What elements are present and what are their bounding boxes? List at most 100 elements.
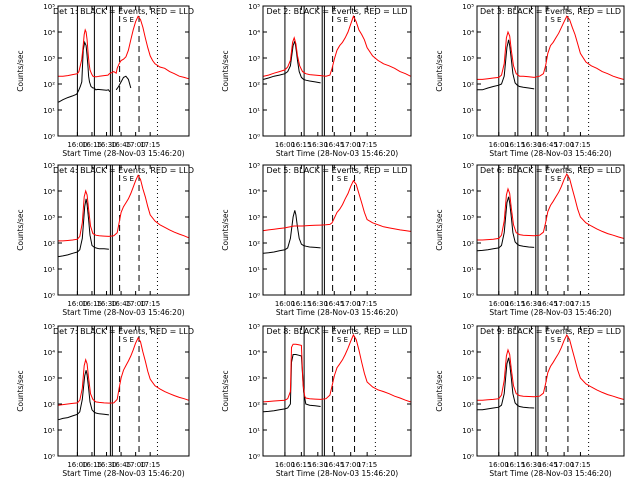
x-axis-label: Start Time (28-Nov-03 15:46:20) xyxy=(489,308,611,317)
markers-label: S E xyxy=(550,175,561,183)
panel-title: Det 3: BLACK = Events, RED = LLD xyxy=(480,7,621,16)
y-tick-label: 10² xyxy=(462,401,474,409)
y-tick-label: 10⁵ xyxy=(248,3,260,11)
x-tick-label: 16:00 xyxy=(67,141,87,149)
series-events-det-4 xyxy=(58,198,109,258)
x-tick-label: 17:00 xyxy=(341,141,361,149)
x-tick-label: 17:00 xyxy=(554,461,574,469)
y-tick-label: 10¹ xyxy=(248,107,260,115)
y-axis-label: Counts/sec xyxy=(16,50,25,91)
y-tick-label: 10² xyxy=(43,401,55,409)
y-tick-label: 10⁵ xyxy=(43,162,55,170)
plot-frame xyxy=(476,325,625,457)
y-tick-label: 10¹ xyxy=(248,427,260,435)
y-tick-label: 10⁴ xyxy=(462,349,474,357)
x-tick-label: 17:15 xyxy=(570,300,590,308)
x-tick-label: 16:45 xyxy=(111,461,131,469)
x-tick-label: 16:30 xyxy=(521,461,541,469)
x-tick-label: 16:30 xyxy=(308,300,328,308)
y-axis-label: Counts/sec xyxy=(16,209,25,250)
y-tick-label: 10⁰ xyxy=(248,453,260,461)
markers-label: S E xyxy=(123,16,134,24)
x-tick-label: 16:00 xyxy=(67,300,87,308)
y-tick-label: 10³ xyxy=(462,214,474,222)
x-tick-label: 16:30 xyxy=(96,141,116,149)
series-lld-det-9 xyxy=(477,333,624,401)
series-events-det-3 xyxy=(477,39,535,91)
x-axis-label: Start Time (28-Nov-03 15:46:20) xyxy=(489,469,611,478)
y-tick-label: 10⁵ xyxy=(43,323,55,331)
panel-title: Det 2: BLACK = Events, RED = LLD xyxy=(267,7,408,16)
plot-frame xyxy=(57,5,190,137)
x-axis-label: Start Time (28-Nov-03 15:46:20) xyxy=(62,149,184,158)
markers-label: S E xyxy=(337,175,348,183)
markers-label: S E xyxy=(550,336,561,344)
x-tick-label: 16:00 xyxy=(489,141,509,149)
x-tick-label: 17:00 xyxy=(554,300,574,308)
series-lld-det-3 xyxy=(477,15,624,80)
x-tick-label: 16:15 xyxy=(291,141,311,149)
series-lld-det-1 xyxy=(58,15,189,80)
x-tick-label: 16:45 xyxy=(538,461,558,469)
series-events-det-6 xyxy=(477,196,535,252)
y-tick-label: 10⁰ xyxy=(248,133,260,141)
series-lld-det-5 xyxy=(263,179,411,232)
y-tick-label: 10⁴ xyxy=(43,188,55,196)
y-tick-label: 10⁴ xyxy=(43,29,55,37)
x-tick-label: 17:00 xyxy=(126,300,146,308)
plot-frame xyxy=(262,5,412,137)
y-tick-label: 10¹ xyxy=(462,427,474,435)
y-tick-label: 10¹ xyxy=(43,266,55,274)
x-axis-label: Start Time (28-Nov-03 15:46:20) xyxy=(62,469,184,478)
y-tick-label: 10³ xyxy=(248,214,260,222)
y-axis-label: Counts/sec xyxy=(221,50,230,91)
y-tick-label: 10¹ xyxy=(43,427,55,435)
x-tick-label: 16:30 xyxy=(96,300,116,308)
x-tick-label: 16:15 xyxy=(505,300,525,308)
x-tick-label: 16:15 xyxy=(82,461,102,469)
y-tick-label: 10⁵ xyxy=(462,3,474,11)
y-tick-label: 10⁰ xyxy=(462,133,474,141)
x-tick-label: 16:45 xyxy=(111,141,131,149)
markers-label: S E xyxy=(337,336,348,344)
y-tick-label: 10³ xyxy=(462,375,474,383)
plot-frame xyxy=(476,5,625,137)
y-tick-label: 10⁵ xyxy=(462,162,474,170)
series-events-det-8 xyxy=(263,354,321,413)
y-axis-label: Counts/sec xyxy=(435,209,444,250)
y-tick-label: 10³ xyxy=(43,375,55,383)
x-tick-label: 16:30 xyxy=(308,461,328,469)
y-tick-label: 10² xyxy=(462,240,474,248)
x-tick-label: 17:15 xyxy=(357,141,377,149)
y-tick-label: 10³ xyxy=(43,55,55,63)
x-tick-label: 16:45 xyxy=(324,461,344,469)
x-tick-label: 16:30 xyxy=(521,141,541,149)
y-tick-label: 10² xyxy=(43,240,55,248)
x-tick-label: 17:00 xyxy=(126,141,146,149)
x-tick-label: 16:15 xyxy=(291,461,311,469)
plot-frame xyxy=(57,325,190,457)
y-tick-label: 10⁴ xyxy=(462,29,474,37)
y-tick-label: 10⁵ xyxy=(43,3,55,11)
series-events-post--det-1 xyxy=(115,75,132,91)
y-axis-label: Counts/sec xyxy=(435,370,444,411)
panel-title: Det 1: BLACK = Events, RED = LLD xyxy=(53,7,194,16)
x-tick-label: 17:15 xyxy=(357,461,377,469)
y-tick-label: 10² xyxy=(248,240,260,248)
plot-frame xyxy=(476,164,625,296)
x-tick-label: 16:00 xyxy=(489,461,509,469)
x-tick-label: 16:45 xyxy=(538,141,558,149)
y-tick-label: 10⁴ xyxy=(248,188,260,196)
x-tick-label: 16:15 xyxy=(505,461,525,469)
panel-title: Det 7: BLACK = Events, RED = LLD xyxy=(53,327,194,336)
y-tick-label: 10⁵ xyxy=(248,323,260,331)
x-tick-label: 16:00 xyxy=(67,461,87,469)
plot-frame xyxy=(262,325,412,457)
y-tick-label: 10⁰ xyxy=(43,292,55,300)
